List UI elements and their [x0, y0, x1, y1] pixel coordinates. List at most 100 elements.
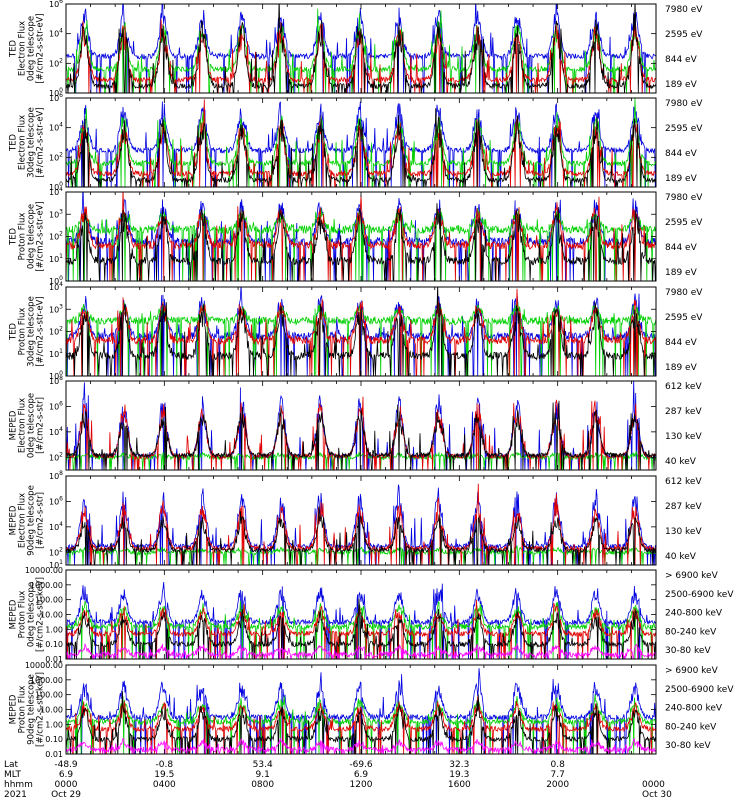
y-tick-label: 108 — [49, 470, 63, 481]
y-tick-label: 0.01 — [45, 655, 63, 664]
y-tick-label: 103 — [49, 208, 63, 219]
y-tick-label: 100 — [49, 181, 63, 192]
y-tick-label: 104 — [49, 521, 63, 532]
y-tick-label: 1000.00 — [30, 676, 63, 685]
y-tick-label: 101 — [49, 559, 63, 570]
y-axis-label: TEDElectron Flux0deg telescope[#/cm2-s-s… — [9, 13, 46, 83]
series-line — [66, 668, 656, 754]
series-line — [66, 600, 656, 659]
y-tick-label: 106 — [49, 0, 63, 9]
footer-cell-hhmm: 1200 — [350, 780, 373, 790]
y-tick-label: 102 — [49, 326, 63, 337]
y-axis-label-line: Proton Flux — [18, 686, 28, 734]
legend-entry: 2595 eV — [665, 313, 703, 323]
legend-entry: 2595 eV — [665, 124, 703, 134]
legend-entry: 189 eV — [665, 363, 698, 373]
series-line — [66, 484, 656, 565]
y-tick-label: 10.00 — [40, 706, 63, 715]
series-line — [66, 642, 656, 659]
legend-entry: 7980 eV — [665, 288, 703, 298]
plot-area — [66, 581, 656, 659]
y-axis-label-line: TED — [9, 39, 19, 58]
legend-entry: 240-800 keV — [665, 609, 723, 619]
footer-cell-date: Oct 30 — [642, 790, 672, 800]
plot-area — [66, 98, 656, 187]
y-axis-label-line: [#/cm2-s-str] — [36, 397, 46, 454]
y-axis-label-line: [#/cm2-s-str-keV] — [36, 577, 46, 652]
y-tick-label: 1000.00 — [30, 581, 63, 590]
y-axis-label-line: 30deg telescope — [27, 296, 37, 367]
series-line — [66, 450, 656, 470]
y-axis-label-line: MEPED — [9, 599, 19, 629]
series-line — [66, 108, 656, 187]
y-axis-label: MEPEDElectron Flux0deg telescope[#/cm2-s… — [9, 393, 46, 458]
y-axis-label-line: MEPED — [9, 505, 19, 535]
legend-entry: 612 keV — [665, 382, 702, 392]
y-tick-label: 102 — [49, 231, 63, 242]
legend-entry: 7980 eV — [665, 5, 703, 15]
y-tick-label: 1.00 — [45, 720, 63, 729]
legend-entry: 189 eV — [665, 174, 698, 184]
legend-entry: 612 keV — [665, 477, 702, 487]
y-tick-label: 104 — [49, 281, 63, 292]
y-axis-label-line: 0deg telescope — [27, 16, 37, 81]
y-axis-label-line: 90deg telescope — [27, 674, 37, 745]
y-axis-label-line: [#/cm2-s-str-eV] — [36, 201, 46, 271]
series-line — [66, 506, 656, 565]
series-line — [66, 598, 656, 659]
series-line — [66, 4, 656, 93]
footer-cell-mlt: 6.9 — [59, 770, 74, 780]
y-tick-label: 101 — [49, 348, 63, 359]
legend-entry: 80-240 keV — [665, 722, 717, 732]
series-line — [66, 287, 656, 376]
footer-cell-lat: 32.3 — [449, 760, 469, 770]
y-axis-label-line: 0deg telescope — [27, 204, 37, 269]
footer-cell-lat: -0.8 — [156, 760, 174, 770]
y-tick-label: 102 — [49, 57, 63, 68]
legend-entry: 80-240 keV — [665, 627, 717, 637]
series-line — [66, 737, 656, 754]
y-axis-label-line: TED — [9, 133, 19, 152]
y-axis-label-line: [#/cm2-s-str] — [36, 492, 46, 549]
y-axis-label: MEPEDElectron Flux90deg telescope[#/cm2-… — [9, 485, 46, 556]
y-tick-label: 102 — [49, 546, 63, 557]
legend-entry: 30-80 keV — [665, 741, 711, 751]
y-axis-label-line: [#/cm2-s-str-eV] — [36, 107, 46, 177]
y-axis-label-line: Proton Flux — [18, 591, 28, 639]
y-axis-label-line: Electron Flux — [18, 115, 28, 170]
series-line — [66, 581, 656, 659]
y-tick-label: 10.00 — [40, 611, 63, 620]
footer-row-label: hhmm — [4, 780, 33, 790]
legend-entry: 189 eV — [665, 80, 698, 90]
y-axis-label-line: Electron Flux — [18, 398, 28, 453]
y-tick-label: 100.00 — [35, 596, 63, 605]
legend-entry: 2595 eV — [665, 218, 703, 228]
series-line — [66, 545, 656, 565]
y-tick-label: 100.00 — [35, 691, 63, 700]
legend-entry: 844 eV — [665, 55, 698, 65]
y-axis-label-line: MEPED — [9, 694, 19, 724]
legend-entry: 2595 eV — [665, 30, 703, 40]
plot-area — [66, 668, 656, 754]
footer-cell-hhmm: 1600 — [448, 780, 471, 790]
y-tick-label: 102 — [49, 451, 63, 462]
plot-area — [66, 4, 656, 93]
y-tick-label: 0.10 — [45, 640, 63, 649]
legend-entry: 844 eV — [665, 338, 698, 348]
legend-entry: 189 eV — [665, 268, 698, 278]
y-axis-label: MEPEDProton Flux90deg telescope[#/cm2-s-… — [9, 672, 46, 747]
footer-cell-mlt: 9.1 — [256, 770, 270, 780]
series-line — [66, 483, 656, 565]
y-tick-label: 104 — [49, 28, 63, 39]
y-axis-label-line: Electron Flux — [18, 21, 28, 76]
y-axis-label-line: 0deg telescope — [27, 393, 37, 458]
plot-area — [66, 192, 656, 281]
y-tick-label: 0.10 — [45, 735, 63, 744]
footer-cell-lat: -69.6 — [349, 760, 373, 770]
plot-area — [66, 381, 656, 470]
legend-entry: 40 keV — [665, 457, 697, 467]
legend-entry: 287 keV — [665, 502, 702, 512]
